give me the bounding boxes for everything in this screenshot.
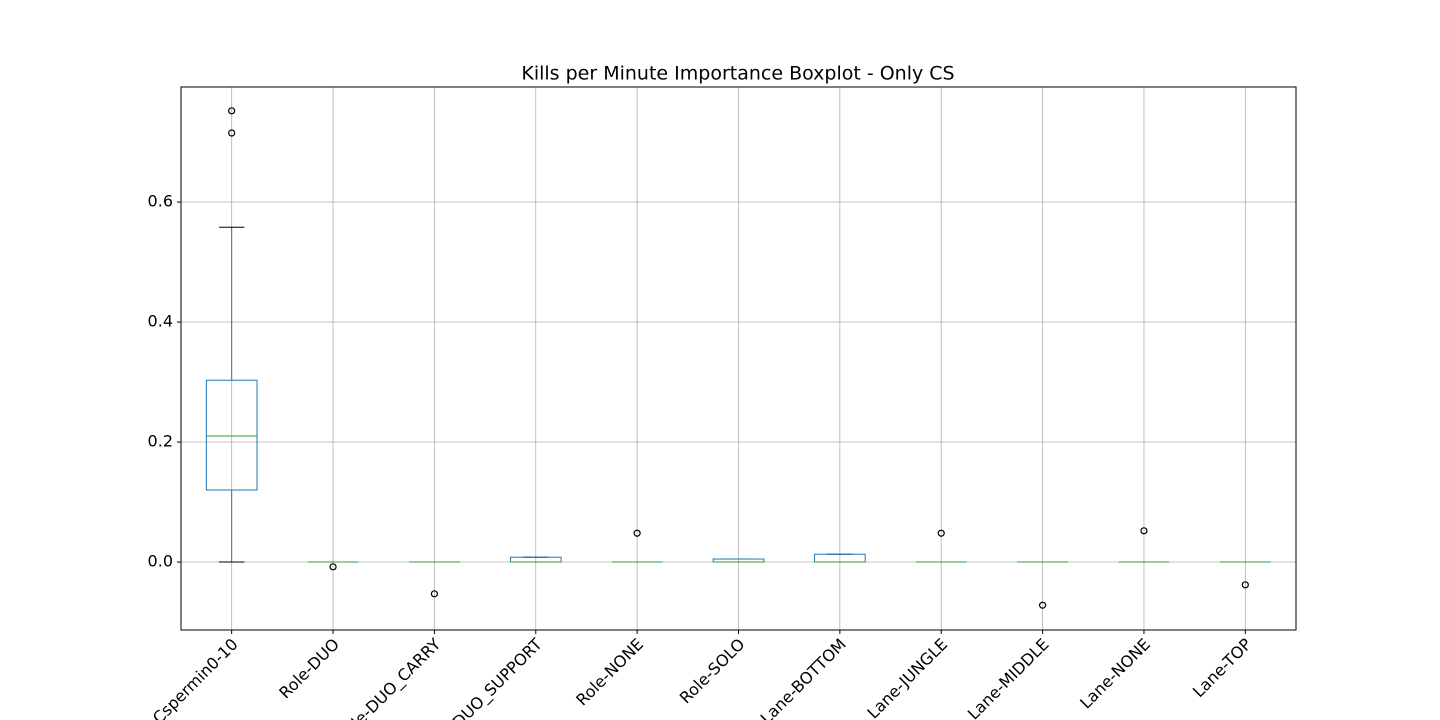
flier bbox=[1140, 527, 1148, 535]
x-tick-label: Lane-TOP bbox=[1189, 634, 1256, 701]
x-tick-label: Role-DUO_CARRY bbox=[333, 634, 445, 720]
flier bbox=[1038, 601, 1047, 609]
x-tick-label: Role-NONE bbox=[572, 635, 647, 710]
flier bbox=[228, 107, 236, 115]
y-tick-label: 0.6 bbox=[148, 192, 173, 211]
x-tick-label: Role-SOLO bbox=[676, 635, 749, 708]
x-tick-label: Role-DUO bbox=[275, 635, 343, 703]
flier bbox=[1241, 581, 1249, 589]
flier bbox=[329, 563, 337, 571]
plot-frame bbox=[180, 86, 1297, 631]
chart-title: Kills per Minute Importance Boxplot - On… bbox=[521, 63, 954, 85]
x-tick-label: Cspermin0-10 bbox=[149, 635, 242, 720]
flier bbox=[633, 529, 641, 537]
flier bbox=[228, 129, 236, 137]
x-tick-label: Lane-NONE bbox=[1076, 635, 1154, 713]
y-tick-label: 0.4 bbox=[148, 312, 173, 331]
flier bbox=[430, 590, 439, 598]
y-tick-label: 0.0 bbox=[148, 552, 173, 571]
x-tick-label: Lane-JUNGLE bbox=[863, 635, 951, 720]
y-tick-label: 0.2 bbox=[148, 432, 173, 451]
box bbox=[205, 379, 258, 491]
x-tick-label: Lane-MIDDLE bbox=[964, 635, 1053, 720]
flier bbox=[937, 529, 945, 537]
x-tick-label: Lane-BOTTOM bbox=[757, 635, 850, 720]
